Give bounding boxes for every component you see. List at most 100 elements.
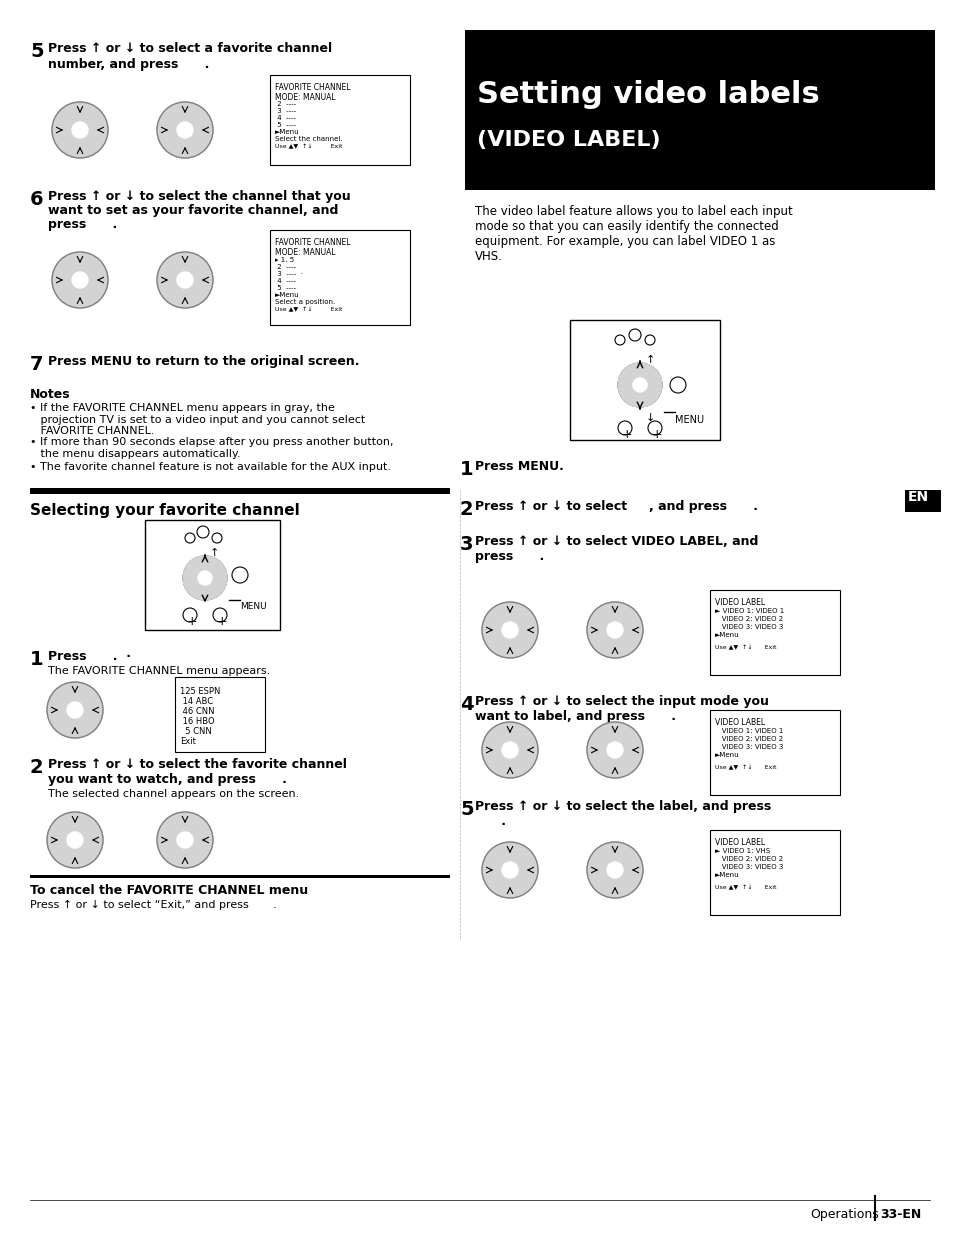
Circle shape — [177, 832, 193, 848]
Circle shape — [481, 723, 537, 778]
Text: 5: 5 — [459, 800, 473, 819]
Text: VIDEO LABEL: VIDEO LABEL — [714, 598, 764, 607]
Text: 5  ----: 5 ---- — [274, 285, 295, 291]
Text: 1: 1 — [30, 650, 44, 670]
Circle shape — [606, 621, 622, 637]
Text: 3  ----  ·: 3 ---- · — [274, 271, 303, 277]
Text: you want to watch, and press      .: you want to watch, and press . — [48, 773, 287, 785]
Text: 14 ABC: 14 ABC — [180, 697, 213, 707]
Text: Press ↑ or ↓ to select     , and press      .: Press ↑ or ↓ to select , and press . — [475, 501, 758, 513]
Text: VIDEO LABEL: VIDEO LABEL — [714, 718, 764, 727]
Text: 5 CNN: 5 CNN — [180, 727, 212, 736]
Circle shape — [177, 272, 193, 289]
Circle shape — [232, 567, 248, 583]
Text: MENU: MENU — [240, 602, 266, 612]
Text: ►Menu: ►Menu — [714, 752, 739, 758]
Text: Exit: Exit — [180, 737, 195, 746]
Text: ► VIDEO 1: VIDEO 1: ► VIDEO 1: VIDEO 1 — [714, 608, 783, 614]
Text: ► VIDEO 1: VHS: ► VIDEO 1: VHS — [714, 848, 769, 854]
Circle shape — [633, 379, 646, 392]
Circle shape — [47, 813, 103, 868]
Text: VIDEO 3: VIDEO 3: VIDEO 3: VIDEO 3 — [714, 743, 782, 750]
Circle shape — [481, 842, 537, 898]
Bar — [145, 520, 280, 630]
Text: Press ↑ or ↓ to select the label, and press: Press ↑ or ↓ to select the label, and pr… — [475, 800, 770, 813]
Circle shape — [647, 420, 661, 435]
Circle shape — [47, 682, 103, 739]
Circle shape — [586, 842, 642, 898]
Text: +: + — [216, 615, 228, 628]
Text: Use ▲▼  ↑↓      Exit: Use ▲▼ ↑↓ Exit — [714, 764, 776, 771]
Text: ►Menu: ►Menu — [274, 292, 299, 298]
Text: press      .: press . — [48, 218, 117, 231]
Circle shape — [157, 102, 213, 158]
Bar — [174, 677, 265, 752]
Text: 125 ESPN: 125 ESPN — [180, 687, 220, 695]
Text: Use ▲▼  ↑↓         Exit: Use ▲▼ ↑↓ Exit — [274, 307, 342, 312]
Text: want to set as your favorite channel, and: want to set as your favorite channel, an… — [48, 203, 338, 217]
Bar — [709, 591, 840, 674]
Circle shape — [52, 102, 108, 158]
Text: Press ↑ or ↓ to select the favorite channel: Press ↑ or ↓ to select the favorite chan… — [48, 758, 347, 771]
Text: The FAVORITE CHANNEL menu appears.: The FAVORITE CHANNEL menu appears. — [48, 666, 270, 676]
Circle shape — [157, 252, 213, 308]
Text: VIDEO LABEL: VIDEO LABEL — [714, 838, 764, 847]
Text: Select a position.: Select a position. — [274, 298, 335, 305]
Circle shape — [183, 608, 196, 621]
Text: Press      .  ·: Press . · — [48, 650, 131, 663]
Text: ▸ 1. 5: ▸ 1. 5 — [274, 256, 294, 263]
Circle shape — [71, 122, 88, 138]
Text: VIDEO 1: VIDEO 1: VIDEO 1: VIDEO 1 — [714, 727, 782, 734]
Text: Press MENU to return to the original screen.: Press MENU to return to the original scr… — [48, 355, 359, 367]
Text: press      .: press . — [475, 550, 543, 563]
Text: Selecting your favorite channel: Selecting your favorite channel — [30, 503, 299, 518]
Text: 1: 1 — [459, 460, 473, 478]
Circle shape — [501, 621, 517, 637]
Text: Notes: Notes — [30, 388, 71, 401]
Text: 3  ----: 3 ---- — [274, 109, 296, 113]
Text: Operations: Operations — [809, 1208, 878, 1221]
Circle shape — [52, 252, 108, 308]
Bar — [270, 231, 410, 326]
Text: ↑: ↑ — [645, 355, 655, 365]
Text: ►Menu: ►Menu — [714, 633, 739, 637]
Text: FAVORITE CHANNEL: FAVORITE CHANNEL — [274, 238, 350, 247]
Text: ►Menu: ►Menu — [714, 872, 739, 878]
Text: 5: 5 — [30, 42, 44, 60]
Text: 4  ----: 4 ---- — [274, 115, 295, 121]
Text: FAVORITE CHANNEL: FAVORITE CHANNEL — [274, 83, 350, 92]
Circle shape — [157, 813, 213, 868]
Text: 6: 6 — [30, 190, 44, 210]
Circle shape — [177, 122, 193, 138]
Text: 33-EN: 33-EN — [879, 1208, 921, 1221]
Text: ↓: ↓ — [645, 413, 655, 423]
Text: Press ↑ or ↓ to select “Exit,” and press       .: Press ↑ or ↓ to select “Exit,” and press… — [30, 900, 276, 910]
Text: +: + — [187, 615, 197, 628]
Text: +: + — [651, 428, 662, 441]
Text: want to label, and press      .: want to label, and press . — [475, 710, 676, 723]
Text: number, and press      .: number, and press . — [48, 58, 209, 72]
Text: Press ↑ or ↓ to select the channel that you: Press ↑ or ↓ to select the channel that … — [48, 190, 351, 203]
Bar — [464, 30, 934, 190]
Text: 2  ----: 2 ---- — [274, 264, 295, 270]
Circle shape — [501, 742, 517, 758]
Circle shape — [213, 608, 227, 621]
Text: VIDEO 2: VIDEO 2: VIDEO 2: VIDEO 2 — [714, 616, 782, 621]
Circle shape — [71, 272, 88, 289]
Circle shape — [586, 723, 642, 778]
Circle shape — [669, 377, 685, 393]
Text: 4  ----: 4 ---- — [274, 277, 295, 284]
Bar — [569, 321, 720, 440]
Bar — [709, 830, 840, 915]
Text: Press ↑ or ↓ to select the input mode you: Press ↑ or ↓ to select the input mode yo… — [475, 695, 768, 708]
Text: MODE: MANUAL: MODE: MANUAL — [274, 248, 335, 256]
Text: ↑: ↑ — [210, 547, 219, 559]
Bar — [30, 875, 450, 878]
Text: 46 CNN: 46 CNN — [180, 707, 214, 716]
Bar — [270, 75, 410, 165]
Text: VIDEO 3: VIDEO 3: VIDEO 3: VIDEO 3 — [714, 864, 782, 870]
Circle shape — [481, 602, 537, 658]
Circle shape — [67, 702, 83, 718]
Text: 5  ----: 5 ---- — [274, 122, 295, 128]
Text: +: + — [621, 428, 632, 441]
